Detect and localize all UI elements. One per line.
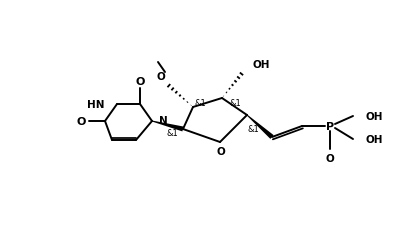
Text: O: O: [217, 146, 225, 156]
Text: &1: &1: [229, 98, 241, 107]
Text: N: N: [159, 115, 168, 125]
Text: P: P: [326, 121, 334, 131]
Text: O: O: [157, 72, 165, 82]
Text: OH: OH: [366, 134, 383, 144]
Text: &1: &1: [194, 98, 206, 107]
Polygon shape: [247, 115, 273, 139]
Text: OH: OH: [366, 112, 383, 121]
Text: &1: &1: [247, 125, 259, 134]
Text: O: O: [135, 77, 145, 87]
Text: O: O: [76, 117, 86, 126]
Text: O: O: [326, 153, 334, 163]
Text: HN: HN: [87, 100, 104, 109]
Text: OH: OH: [253, 60, 271, 70]
Text: &1: &1: [166, 129, 178, 138]
Polygon shape: [152, 121, 184, 132]
